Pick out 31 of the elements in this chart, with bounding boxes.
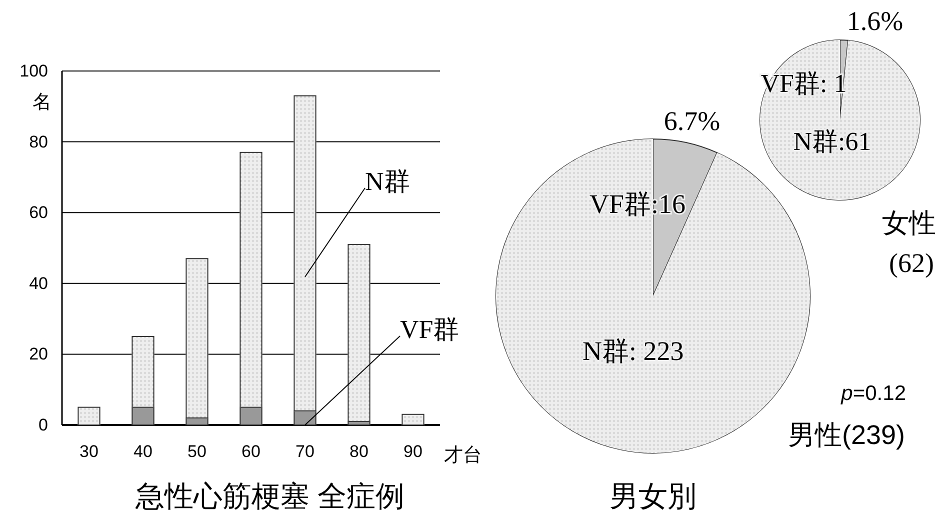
y-tick-label: 80	[29, 132, 48, 152]
x-tick-label: 30	[80, 442, 98, 462]
text: 急性心筋梗塞 全症例	[134, 481, 405, 513]
y-tick-label: 100	[20, 61, 48, 80]
x-tick-label: 70	[296, 442, 314, 462]
series-label: N群	[365, 167, 410, 196]
y-tick-label: 0	[38, 415, 48, 434]
slice-label: N群	[793, 127, 838, 156]
x-tick-label: 50	[188, 442, 206, 462]
text: (62)	[889, 248, 934, 278]
x-tick-label: 40	[134, 442, 152, 462]
text: p=0.12	[840, 382, 906, 405]
y-tick-label: 40	[29, 274, 48, 293]
x-axis-title: 才台	[444, 445, 482, 466]
data-label: : 223	[629, 336, 684, 366]
slice-label: VF群	[589, 189, 651, 219]
x-tick-label: 80	[350, 442, 368, 462]
y-tick-label: 60	[29, 203, 48, 222]
slice-label: N群	[582, 336, 629, 366]
x-tick-label: 90	[404, 442, 422, 462]
y-tick-label: 20	[29, 344, 48, 364]
text: 男性(239)	[788, 420, 905, 450]
text: 1.6%	[846, 6, 904, 36]
x-tick-label: 60	[242, 442, 260, 462]
text: VF群	[400, 315, 460, 344]
text: 6.7%	[664, 106, 720, 136]
y-axis-title: 名	[32, 92, 52, 113]
data-label: :61	[838, 127, 872, 156]
text: 男女別	[610, 481, 696, 513]
text: 女性	[882, 208, 936, 238]
slice-label: VF群	[760, 69, 820, 98]
